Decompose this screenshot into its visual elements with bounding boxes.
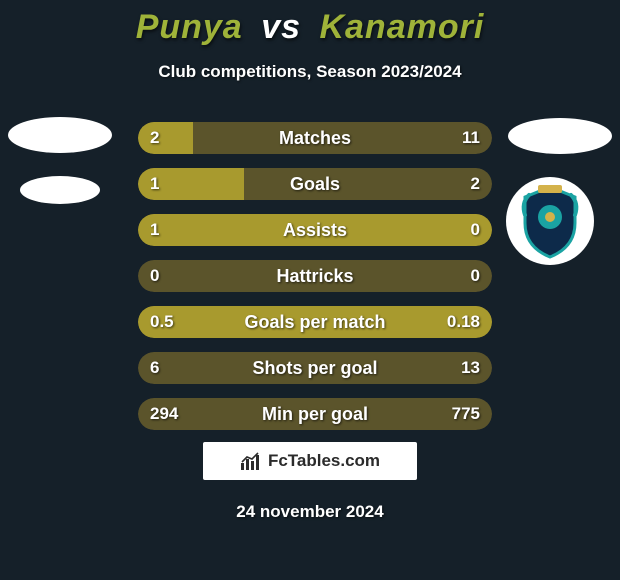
stat-row-fill-left [138,122,193,154]
player2-photo [508,118,612,154]
stat-row: 211Matches [138,122,492,154]
player1-club-badge [20,176,100,204]
stat-row: 00Hattricks [138,260,492,292]
footer-date: 24 november 2024 [0,502,620,522]
stat-row: 0.50.18Goals per match [138,306,492,338]
stat-row-fill-left [138,214,492,246]
stat-row-fill-left [138,168,244,200]
stat-row: 12Goals [138,168,492,200]
player2-club-badge [506,177,594,265]
crest-icon [515,181,585,261]
stat-row-track [138,398,492,430]
page-title: Punya vs Kanamori [0,8,620,47]
subtitle: Club competitions, Season 2023/2024 [0,62,620,82]
title-player2: Kanamori [319,8,484,46]
title-player1: Punya [136,8,243,46]
fctables-logo: FcTables.com [203,442,417,480]
stat-row: 294775Min per goal [138,398,492,430]
stat-row: 10Assists [138,214,492,246]
comparison-chart: Punya vs Kanamori Club competitions, Sea… [0,0,620,580]
chart-icon [240,451,262,471]
stat-row-track [138,352,492,384]
stat-row-track [138,260,492,292]
fctables-logo-text: FcTables.com [268,451,380,471]
stat-row-fill-left [138,306,492,338]
title-vs: vs [261,8,301,46]
player1-photo [8,117,112,153]
stat-row: 613Shots per goal [138,352,492,384]
